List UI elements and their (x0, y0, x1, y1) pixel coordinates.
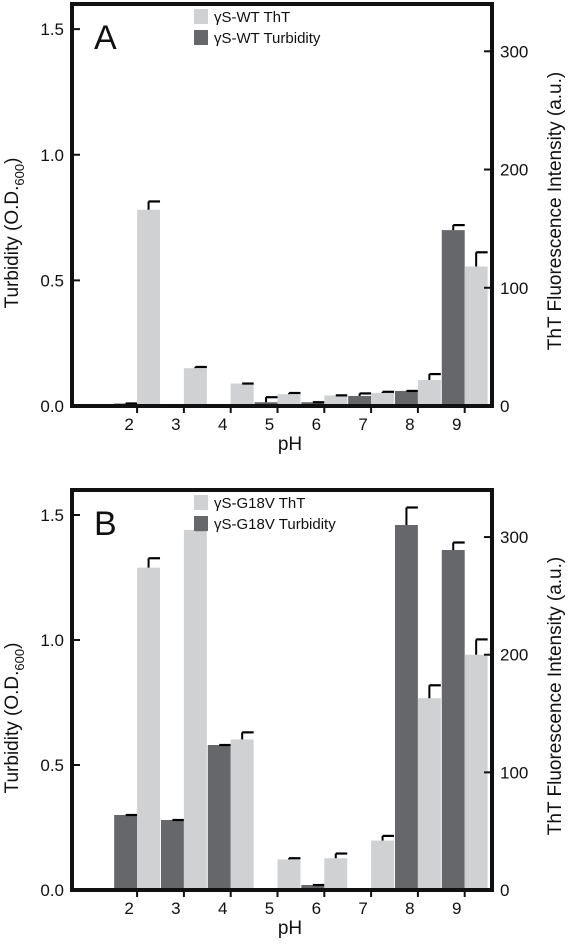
x-tick-label: 9 (452, 899, 461, 918)
legend-label: γS-G18V Turbidity (214, 516, 336, 533)
panel-label: B (94, 505, 117, 543)
legend-label: γS-WT Turbidity (214, 30, 321, 47)
left-y-tick-label: 0.0 (40, 881, 64, 900)
plot-frame (70, 2, 494, 408)
bar--s-wt-tht-ph7 (371, 392, 395, 406)
bar--s-wt-turbidity-ph9 (441, 230, 465, 406)
x-tick-label: 4 (218, 415, 227, 434)
x-tick-label: 6 (312, 899, 321, 918)
x-axis-title: pH (278, 918, 302, 939)
left-y-tick-label: 1.5 (40, 20, 64, 39)
x-tick-label: 8 (405, 899, 414, 918)
right-y-tick-label: 200 (500, 646, 528, 665)
bar--s-g18v-turbidity-ph4 (207, 745, 231, 890)
bar--s-wt-tht-ph4 (230, 383, 254, 406)
bar--s-g18v-tht-ph8 (417, 698, 441, 890)
panel-label: A (94, 19, 117, 57)
x-tick-label: 9 (452, 415, 461, 434)
legend-label: γS-WT ThT (214, 9, 290, 26)
x-tick-label: 2 (124, 415, 133, 434)
x-tick-label: 6 (312, 415, 321, 434)
bar--s-g18v-tht-ph2 (137, 567, 161, 890)
plot-frame (70, 488, 494, 892)
bar--s-wt-tht-ph2 (137, 209, 161, 406)
right-y-tick-label: 300 (500, 528, 528, 547)
bar--s-wt-tht-ph5 (277, 394, 301, 406)
x-tick-label: 3 (171, 899, 180, 918)
bar--s-g18v-tht-ph9 (464, 654, 488, 890)
bar--s-g18v-turbidity-ph2 (114, 815, 138, 890)
bar--s-g18v-turbidity-ph3 (160, 820, 184, 890)
left-y-tick-label: 0.5 (40, 271, 64, 290)
x-tick-label: 5 (265, 415, 274, 434)
x-tick-label: 3 (171, 415, 180, 434)
x-axis-title: pH (278, 434, 302, 455)
bar--s-g18v-turbidity-ph9 (441, 550, 465, 890)
bar--s-g18v-turbidity-ph6 (301, 885, 325, 890)
bar--s-g18v-tht-ph4 (230, 739, 254, 890)
chart-panel-a: 0.0 0.5 1.0 1.5 0 100 200 300 2 3 4 5 6 7 8 9 pH Turbidit… (2, 2, 566, 455)
right-y-axis-title: ThT Fluorescence Intensity (a.u.) (545, 72, 566, 350)
legend-swatch (194, 495, 208, 510)
left-y-tick-label: 1.0 (40, 631, 64, 650)
bar--s-g18v-tht-ph7 (371, 840, 395, 890)
bar--s-wt-tht-ph3 (183, 368, 207, 406)
x-tick-label: 5 (265, 899, 274, 918)
left-y-axis-title: Turbidity (O.D.600) (2, 643, 27, 794)
x-tick-label: 7 (358, 415, 367, 434)
bar--s-g18v-tht-ph6 (324, 858, 348, 890)
legend-swatch (194, 30, 208, 45)
left-y-tick-label: 1.5 (40, 506, 64, 525)
left-y-tick-label: 0.5 (40, 756, 64, 775)
right-y-tick-label: 200 (500, 161, 528, 180)
bar--s-wt-tht-ph9 (464, 266, 488, 406)
x-tick-label: 2 (124, 899, 133, 918)
x-tick-label: 4 (218, 899, 227, 918)
right-y-axis-title: ThT Fluorescence Intensity (a.u.) (545, 557, 566, 835)
legend-label: γS-G18V ThT (214, 495, 305, 512)
right-y-tick-label: 100 (500, 279, 528, 298)
bar--s-wt-tht-ph6 (324, 395, 348, 406)
right-y-tick-label: 0 (500, 397, 509, 416)
right-y-tick-label: 300 (500, 42, 528, 61)
bar--s-g18v-tht-ph5 (277, 859, 301, 890)
right-y-tick-label: 0 (500, 881, 509, 900)
bar--s-wt-turbidity-ph7 (348, 395, 372, 406)
left-y-tick-label: 1.0 (40, 146, 64, 165)
legend-swatch (194, 9, 208, 24)
legend-swatch (194, 516, 208, 531)
bar--s-g18v-tht-ph3 (183, 530, 207, 890)
right-y-tick-label: 100 (500, 763, 528, 782)
left-y-axis-title: Turbidity (O.D.600) (2, 158, 27, 309)
bar--s-wt-turbidity-ph8 (394, 390, 418, 406)
bar--s-wt-tht-ph8 (417, 379, 441, 406)
bar--s-g18v-turbidity-ph8 (394, 525, 418, 890)
chart-panel-b: 0.0 0.5 1.0 1.5 0 100 200 300 2 3 4 5 6 7 8 9 pH Turbidit… (2, 488, 566, 939)
x-tick-label: 7 (358, 899, 367, 918)
x-tick-label: 8 (405, 415, 414, 434)
left-y-tick-label: 0.0 (40, 397, 64, 416)
